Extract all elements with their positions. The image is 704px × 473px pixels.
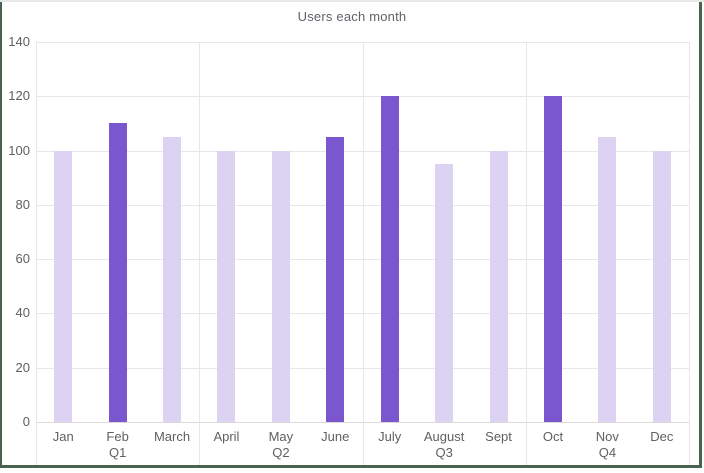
month-label-nov: Nov xyxy=(595,429,619,444)
quarter-separator xyxy=(689,42,690,465)
month-label-feb: Feb xyxy=(106,429,129,444)
y-axis-tick-label: 100 xyxy=(8,142,30,158)
quarter-label-q2: Q2 xyxy=(272,445,290,460)
month-label-oct: Oct xyxy=(542,429,564,444)
quarter-separator xyxy=(362,42,364,465)
bar-jan[interactable] xyxy=(54,150,73,422)
month-label-august: August xyxy=(423,429,465,444)
bar-oct[interactable] xyxy=(543,96,562,422)
quarter-separator xyxy=(525,42,527,465)
bar-sept[interactable] xyxy=(489,150,508,422)
month-label-march: March xyxy=(153,429,191,444)
y-axis-tick-label: 20 xyxy=(15,359,30,375)
frame-bottom-border xyxy=(0,465,702,468)
y-axis-tick-label: 40 xyxy=(15,305,30,321)
bar-nov[interactable] xyxy=(598,137,617,422)
bar-june[interactable] xyxy=(326,137,345,422)
y-axis-tick-label: 0 xyxy=(22,414,30,429)
frame-left-border xyxy=(0,2,2,468)
month-label-april: April xyxy=(213,429,240,444)
y-axis-tick-label: 120 xyxy=(8,88,30,104)
quarter-separator xyxy=(199,42,201,465)
month-label-july: July xyxy=(378,429,402,444)
bar-march[interactable] xyxy=(163,137,182,422)
quarter-label-q3: Q3 xyxy=(435,445,453,460)
month-label-dec: Dec xyxy=(650,429,674,444)
chart-title: Users each month xyxy=(297,9,407,24)
bar-july[interactable] xyxy=(380,96,399,422)
month-label-jan: Jan xyxy=(52,429,74,444)
quarter-label-q1: Q1 xyxy=(108,445,127,460)
bar-may[interactable] xyxy=(271,150,290,422)
quarter-label-q4: Q4 xyxy=(598,445,617,460)
month-label-june: June xyxy=(321,429,350,444)
quarter-separator xyxy=(36,42,37,465)
bar-dec[interactable] xyxy=(652,150,671,422)
frame-right-border xyxy=(699,2,702,468)
y-axis-tick-label: 80 xyxy=(15,196,30,212)
bar-feb[interactable] xyxy=(108,123,127,422)
y-axis-tick-label: 60 xyxy=(15,251,30,267)
month-label-may: May xyxy=(268,429,294,444)
bar-april[interactable] xyxy=(217,150,236,422)
y-axis-tick-label: 140 xyxy=(8,34,30,49)
month-label-sept: Sept xyxy=(485,429,512,444)
bar-august[interactable] xyxy=(435,164,454,422)
frame-top-border xyxy=(0,0,704,2)
